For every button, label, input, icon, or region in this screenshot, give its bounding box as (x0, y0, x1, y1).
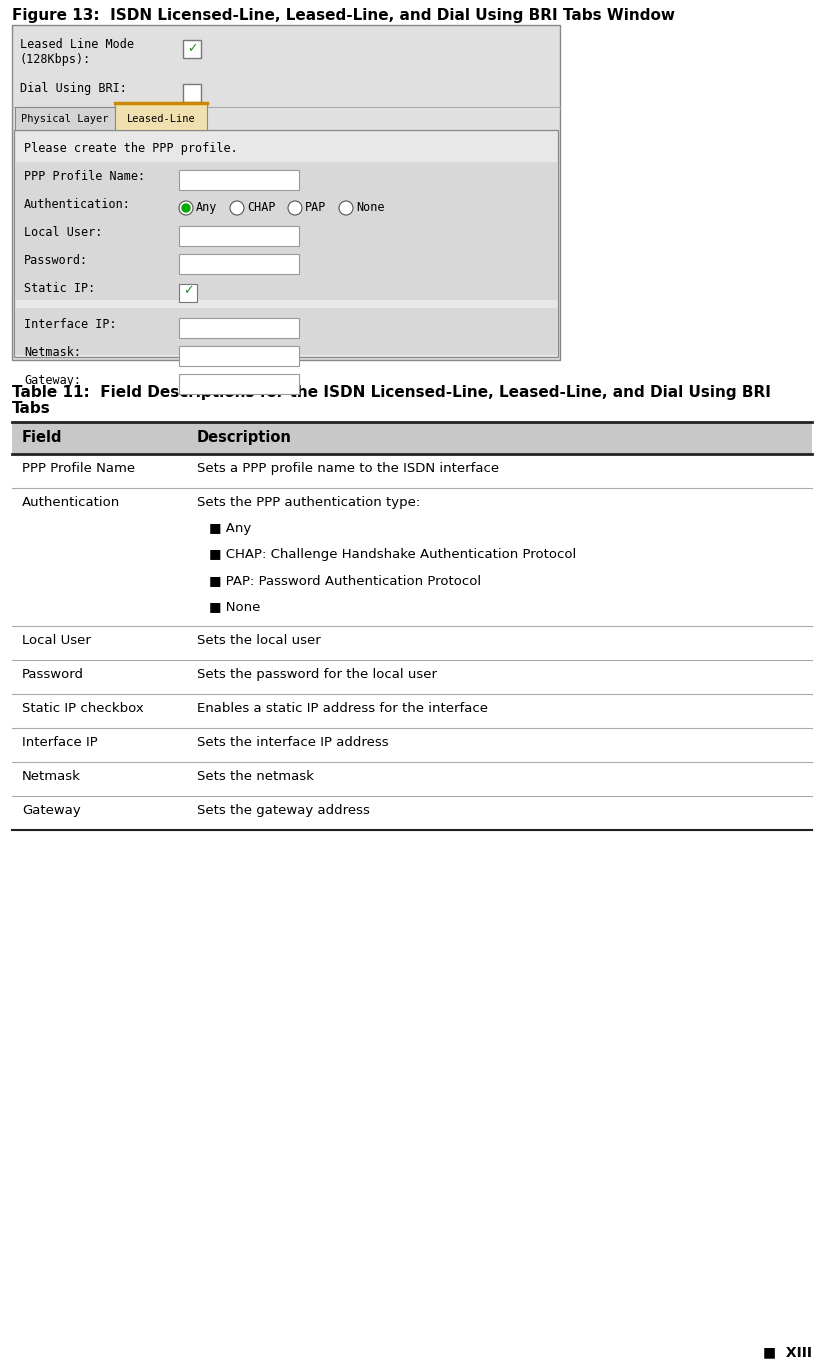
Text: Static IP checkbox: Static IP checkbox (22, 701, 143, 715)
Text: Figure 13:  ISDN Licensed-Line, Leased-Line, and Dial Using BRI Tabs Window: Figure 13: ISDN Licensed-Line, Leased-Li… (12, 8, 675, 23)
Bar (12, 488, 812, 627)
Bar (179, 285, 197, 302)
Text: ✓: ✓ (183, 285, 194, 297)
Bar (183, 84, 201, 102)
Text: Sets the PPP authentication type:: Sets the PPP authentication type: (197, 496, 420, 509)
Circle shape (182, 204, 190, 212)
Text: Leased Line Mode
(128Kbps):: Leased Line Mode (128Kbps): (20, 38, 134, 65)
Bar (15, 162, 557, 300)
Text: Dial Using BRI:: Dial Using BRI: (20, 82, 127, 95)
Text: ✓: ✓ (187, 42, 197, 56)
Circle shape (179, 202, 193, 215)
Text: Password: Password (22, 667, 84, 681)
Text: ■ None: ■ None (209, 601, 260, 613)
Text: Interface IP: Interface IP (22, 735, 98, 749)
Bar (12, 454, 812, 488)
Text: Sets the password for the local user: Sets the password for the local user (197, 667, 437, 681)
Text: ■ CHAP: Challenge Handshake Authentication Protocol: ■ CHAP: Challenge Handshake Authenticati… (209, 548, 576, 561)
Text: PPP Profile Name: PPP Profile Name (22, 462, 135, 475)
Text: Sets a PPP profile name to the ISDN interface: Sets a PPP profile name to the ISDN inte… (197, 462, 499, 475)
Bar (12, 795, 812, 829)
Bar (15, 308, 557, 355)
Bar (179, 253, 299, 274)
Text: Please create the PPP profile.: Please create the PPP profile. (24, 142, 238, 155)
Circle shape (288, 202, 302, 215)
Bar (179, 170, 299, 191)
Circle shape (230, 202, 244, 215)
Bar (14, 129, 558, 357)
Text: Authentication:: Authentication: (24, 197, 131, 211)
Text: Gateway:: Gateway: (24, 375, 81, 387)
Text: ■ PAP: Password Authentication Protocol: ■ PAP: Password Authentication Protocol (209, 573, 481, 587)
Bar (12, 761, 812, 795)
Bar (179, 346, 299, 366)
Text: Sets the interface IP address: Sets the interface IP address (197, 735, 389, 749)
Bar (12, 627, 812, 661)
Text: Tabs: Tabs (12, 400, 51, 415)
Text: Table 11:  Field Descriptions for the ISDN Licensed-Line, Leased-Line, and Dial : Table 11: Field Descriptions for the ISD… (12, 385, 771, 400)
Text: Leased-Line: Leased-Line (127, 113, 195, 124)
Text: Field: Field (22, 430, 63, 445)
Text: ■ Any: ■ Any (209, 522, 251, 535)
Text: PAP: PAP (305, 202, 326, 214)
Bar (12, 695, 812, 729)
Bar (179, 375, 299, 394)
Text: Any: Any (196, 202, 218, 214)
Circle shape (339, 202, 353, 215)
Text: Sets the gateway address: Sets the gateway address (197, 804, 370, 817)
Bar (12, 661, 812, 695)
Text: Static IP:: Static IP: (24, 282, 96, 296)
Text: Local User: Local User (22, 633, 91, 647)
Text: Sets the netmask: Sets the netmask (197, 770, 314, 783)
Text: Physical Layer: Physical Layer (21, 113, 109, 124)
Bar (179, 226, 299, 247)
Text: Enables a static IP address for the interface: Enables a static IP address for the inte… (197, 701, 488, 715)
Bar (115, 104, 207, 129)
Text: ■  XIII: ■ XIII (763, 1346, 812, 1359)
Text: None: None (356, 202, 385, 214)
Bar (183, 39, 201, 59)
Bar (179, 317, 299, 338)
FancyBboxPatch shape (12, 25, 560, 360)
Text: Interface IP:: Interface IP: (24, 317, 117, 331)
Text: Password:: Password: (24, 253, 88, 267)
Text: Local User:: Local User: (24, 226, 102, 238)
Bar (12, 729, 812, 761)
Bar (12, 422, 812, 454)
Text: Gateway: Gateway (22, 804, 81, 817)
Bar (15, 108, 115, 129)
Text: Netmask: Netmask (22, 770, 81, 783)
Text: Authentication: Authentication (22, 496, 120, 509)
Text: PPP Profile Name:: PPP Profile Name: (24, 170, 145, 183)
Text: Description: Description (197, 430, 292, 445)
Text: CHAP: CHAP (247, 202, 275, 214)
Text: Sets the local user: Sets the local user (197, 633, 321, 647)
Text: Netmask:: Netmask: (24, 346, 81, 360)
